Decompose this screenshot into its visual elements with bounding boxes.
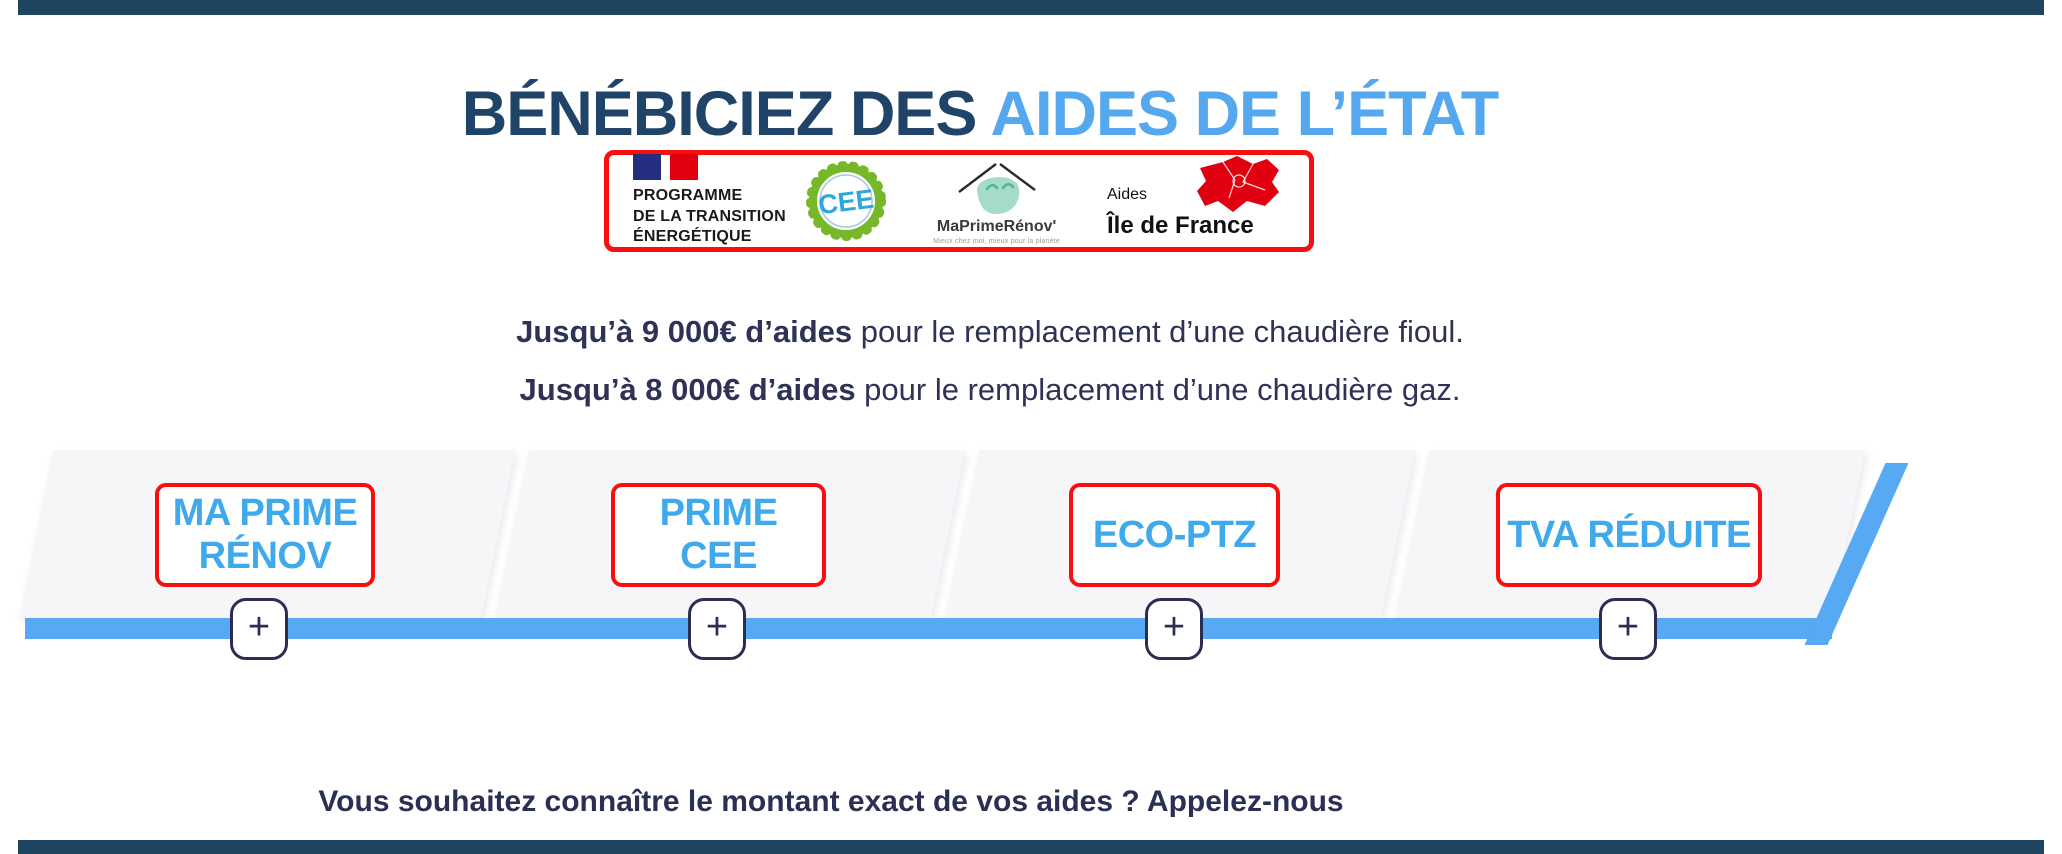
programme-transition-energetique-logo: PROGRAMME DE LA TRANSITION ÉNERGÉTIQUE xyxy=(633,154,786,247)
aid-box-ma-prime-renov[interactable]: MA PRIME RÉNOV xyxy=(155,483,375,587)
subtitle-gaz: Jusqu’à 8 000€ d’aides pour le remplacem… xyxy=(519,372,1461,407)
france-flag-icon xyxy=(633,154,786,181)
bottom-border-bar xyxy=(18,840,2044,854)
expand-button-tva-reduite[interactable]: + xyxy=(1599,598,1657,660)
house-roof-icon xyxy=(957,162,1036,214)
idf-aides-label: Aides xyxy=(1107,186,1148,203)
partner-logos-strip: PROGRAMME DE LA TRANSITION ÉNERGÉTIQUE C… xyxy=(604,150,1314,252)
maprimerenov-tagline: Mieux chez moi, mieux pour la planète xyxy=(933,237,1061,245)
maprimerenov-wordmark: MaPrimeRénov' xyxy=(936,217,1057,235)
page-title-blue: AIDES DE L’ÉTAT xyxy=(990,79,1500,150)
timeline-bar xyxy=(25,618,1832,639)
expand-button-eco-ptz[interactable]: + xyxy=(1145,598,1203,660)
timeline-diagonal-end xyxy=(1804,463,1909,645)
expand-button-prime-cee[interactable]: + xyxy=(688,598,746,660)
page-title-dark: BÉNÉBICIEZ DES xyxy=(461,79,991,150)
expand-button-ma-prime-renov[interactable]: + xyxy=(230,598,288,660)
maprimerenov-logo: MaPrimeRénov' Mieux chez moi, mieux pour… xyxy=(907,158,1087,245)
subtitle-fioul: Jusqu’à 9 000€ d’aides pour le remplacem… xyxy=(516,314,1464,349)
cee-badge-icon: CEE xyxy=(806,161,887,241)
aid-box-tva-reduite[interactable]: TVA RÉDUITE xyxy=(1496,483,1762,587)
page-title: BÉNÉBICIEZ DES AIDES DE L’ÉTAT xyxy=(461,78,1500,150)
aid-box-eco-ptz[interactable]: ECO-PTZ xyxy=(1069,483,1280,587)
aides-ile-de-france-logo: Aides Île de France xyxy=(1105,156,1285,244)
cee-logo: CEE xyxy=(804,159,888,243)
idf-wordmark: Île de France xyxy=(1107,212,1254,239)
top-border-bar xyxy=(18,0,2044,15)
aid-box-prime-cee[interactable]: PRIME CEE xyxy=(611,483,826,587)
cta-text: Vous souhaitez connaître le montant exac… xyxy=(318,785,1344,818)
ile-de-france-map-icon xyxy=(1197,156,1279,212)
svg-text:CEE: CEE xyxy=(817,184,876,221)
programme-logo-text: PROGRAMME DE LA TRANSITION ÉNERGÉTIQUE xyxy=(633,187,786,246)
